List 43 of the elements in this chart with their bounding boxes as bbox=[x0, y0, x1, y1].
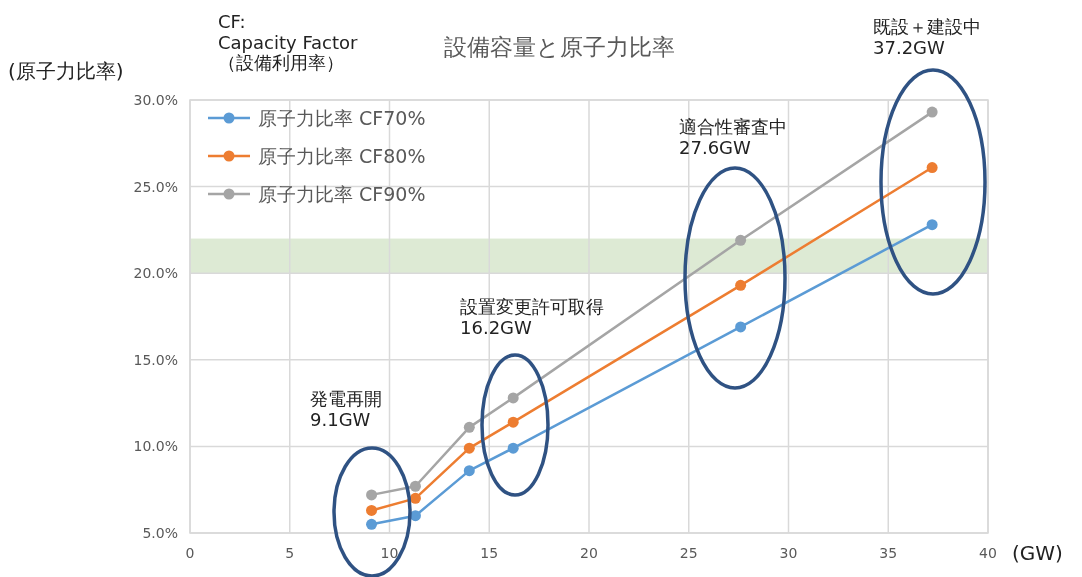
xtick: 40 bbox=[979, 545, 997, 561]
xtick: 35 bbox=[879, 545, 898, 561]
xtick: 10 bbox=[380, 545, 399, 561]
legend-label: 原子力比率 CF70% bbox=[258, 107, 426, 129]
point bbox=[926, 219, 938, 231]
annotation: 設置変更許可取得 16.2GW bbox=[460, 296, 604, 338]
point bbox=[926, 162, 938, 174]
point bbox=[409, 492, 421, 504]
xtick: 25 bbox=[679, 545, 698, 561]
y-axis-title: (原子力比率) bbox=[8, 59, 124, 83]
point bbox=[735, 321, 747, 333]
point bbox=[366, 489, 378, 501]
annotation: 適合性審査中 27.6GW bbox=[679, 116, 787, 158]
y-tick-label: 30.0% bbox=[133, 92, 178, 108]
y-tick-label: 25.0% bbox=[133, 178, 178, 195]
point bbox=[463, 465, 475, 477]
point bbox=[926, 106, 938, 118]
xtick: 0 bbox=[185, 545, 195, 561]
xtick: 15 bbox=[480, 545, 499, 561]
y-tick-label: 20.0% bbox=[133, 265, 178, 282]
point bbox=[463, 421, 475, 433]
y-tick-label: 15.0% bbox=[133, 351, 178, 368]
point bbox=[366, 504, 378, 516]
xtick: 20 bbox=[580, 545, 598, 561]
legend-label: 原子力比率 CF90% bbox=[258, 183, 426, 205]
point bbox=[507, 392, 519, 404]
point bbox=[409, 480, 421, 492]
legend-label: 原子力比率 CF80% bbox=[258, 145, 426, 167]
text: CF: Capacity Factor （設備利用率） bbox=[218, 11, 359, 74]
point bbox=[735, 234, 747, 246]
y-tick-label: 10.0% bbox=[133, 438, 178, 455]
xtick: 30 bbox=[779, 545, 798, 561]
point bbox=[735, 279, 747, 291]
point bbox=[463, 442, 475, 454]
xtick: 5 bbox=[285, 545, 295, 561]
point bbox=[507, 442, 519, 454]
point bbox=[366, 518, 378, 530]
y-tick-label: 5.0% bbox=[142, 525, 178, 541]
chart-title: 設備容量と原子力比率 bbox=[443, 34, 675, 60]
x-axis-title: (GW) bbox=[1012, 541, 1063, 565]
text: 既設＋建設中 37.2GW bbox=[873, 16, 981, 58]
annotation: 発電再開 9.1GW bbox=[310, 388, 382, 430]
point bbox=[507, 416, 519, 428]
